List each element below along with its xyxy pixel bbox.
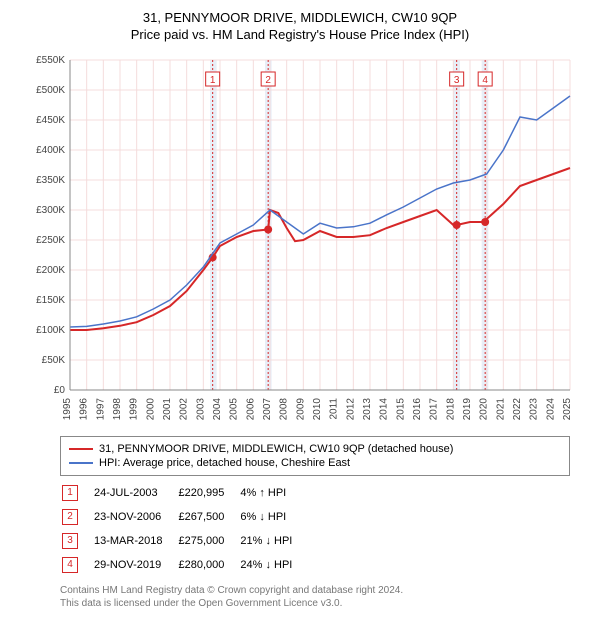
footer-line1: Contains HM Land Registry data © Crown c… <box>60 584 570 597</box>
legend-swatch <box>69 462 93 464</box>
svg-text:1995: 1995 <box>62 398 73 421</box>
marker-number: 2 <box>62 509 78 525</box>
svg-text:2019: 2019 <box>462 398 473 421</box>
svg-text:2006: 2006 <box>245 398 256 421</box>
svg-text:1997: 1997 <box>95 398 106 421</box>
svg-text:1999: 1999 <box>129 398 140 421</box>
svg-text:£500K: £500K <box>36 85 65 96</box>
svg-text:£450K: £450K <box>36 115 65 126</box>
sales-table: 1 24-JUL-2003£220,9954% ↑ HPI 2 23-NOV-2006… <box>60 480 308 578</box>
sale-date: 24-JUL-2003 <box>94 482 176 504</box>
svg-text:2012: 2012 <box>345 398 356 421</box>
legend-row: 31, PENNYMOOR DRIVE, MIDDLEWICH, CW10 9Q… <box>69 443 561 455</box>
table-row: 2 23-NOV-2006£267,5006% ↓ HPI <box>62 506 306 528</box>
svg-text:2001: 2001 <box>162 398 173 421</box>
svg-text:2025: 2025 <box>562 398 573 421</box>
svg-text:£550K: £550K <box>36 55 65 66</box>
svg-text:£200K: £200K <box>36 265 65 276</box>
svg-text:2002: 2002 <box>179 398 190 421</box>
footer-line2: This data is licensed under the Open Gov… <box>60 597 570 610</box>
svg-text:2014: 2014 <box>379 398 390 421</box>
svg-text:2013: 2013 <box>362 398 373 421</box>
legend: 31, PENNYMOOR DRIVE, MIDDLEWICH, CW10 9Q… <box>60 436 570 476</box>
svg-text:2020: 2020 <box>479 398 490 421</box>
svg-text:1996: 1996 <box>79 398 90 421</box>
chart-title-line1: 31, PENNYMOOR DRIVE, MIDDLEWICH, CW10 9Q… <box>10 10 590 25</box>
svg-text:£50K: £50K <box>42 355 66 366</box>
svg-text:2: 2 <box>265 75 271 86</box>
sale-date: 23-NOV-2006 <box>94 506 176 528</box>
chart-title-line2: Price paid vs. HM Land Registry's House … <box>10 27 590 42</box>
table-row: 4 29-NOV-2019£280,00024% ↓ HPI <box>62 554 306 576</box>
svg-text:1: 1 <box>210 75 216 86</box>
svg-text:2023: 2023 <box>529 398 540 421</box>
marker-number: 4 <box>62 557 78 573</box>
sale-delta: 24% ↓ HPI <box>240 554 306 576</box>
svg-text:£250K: £250K <box>36 235 65 246</box>
svg-text:2007: 2007 <box>262 398 273 421</box>
svg-text:2022: 2022 <box>512 398 523 421</box>
marker-number: 1 <box>62 485 78 501</box>
sale-delta: 4% ↑ HPI <box>240 482 306 504</box>
svg-text:2008: 2008 <box>279 398 290 421</box>
svg-text:2018: 2018 <box>445 398 456 421</box>
svg-text:2010: 2010 <box>312 398 323 421</box>
svg-text:2000: 2000 <box>145 398 156 421</box>
sale-price: £267,500 <box>178 506 238 528</box>
legend-swatch <box>69 448 93 450</box>
footer-attribution: Contains HM Land Registry data © Crown c… <box>60 584 570 610</box>
svg-text:2016: 2016 <box>412 398 423 421</box>
sale-price: £220,995 <box>178 482 238 504</box>
svg-text:2009: 2009 <box>295 398 306 421</box>
svg-text:2005: 2005 <box>229 398 240 421</box>
svg-text:£150K: £150K <box>36 295 65 306</box>
sale-price: £280,000 <box>178 554 238 576</box>
sale-date: 29-NOV-2019 <box>94 554 176 576</box>
svg-text:2017: 2017 <box>429 398 440 421</box>
svg-text:2003: 2003 <box>195 398 206 421</box>
svg-text:3: 3 <box>454 75 460 86</box>
svg-text:2024: 2024 <box>545 398 556 421</box>
table-row: 3 13-MAR-2018£275,00021% ↓ HPI <box>62 530 306 552</box>
svg-text:£300K: £300K <box>36 205 65 216</box>
legend-row: HPI: Average price, detached house, Ches… <box>69 457 561 469</box>
price-chart: 1 2 3 4 £0 £50K £100K £150K £200K £250K £300K £350K… <box>20 50 580 430</box>
legend-label: 31, PENNYMOOR DRIVE, MIDDLEWICH, CW10 9Q… <box>99 443 453 455</box>
svg-text:£350K: £350K <box>36 175 65 186</box>
svg-text:£400K: £400K <box>36 145 65 156</box>
marker-number: 3 <box>62 533 78 549</box>
sale-price: £275,000 <box>178 530 238 552</box>
svg-text:2021: 2021 <box>495 398 506 421</box>
svg-text:2015: 2015 <box>395 398 406 421</box>
svg-text:4: 4 <box>482 75 488 86</box>
chart-container: 1 2 3 4 £0 £50K £100K £150K £200K £250K £300K £350K… <box>20 50 580 430</box>
svg-text:2011: 2011 <box>329 398 340 420</box>
svg-text:2004: 2004 <box>212 398 223 421</box>
svg-text:1998: 1998 <box>112 398 123 421</box>
legend-label: HPI: Average price, detached house, Ches… <box>99 457 350 469</box>
table-row: 1 24-JUL-2003£220,9954% ↑ HPI <box>62 482 306 504</box>
svg-text:£0: £0 <box>54 385 66 396</box>
sale-delta: 21% ↓ HPI <box>240 530 306 552</box>
svg-text:£100K: £100K <box>36 325 65 336</box>
sale-delta: 6% ↓ HPI <box>240 506 306 528</box>
sale-date: 13-MAR-2018 <box>94 530 176 552</box>
